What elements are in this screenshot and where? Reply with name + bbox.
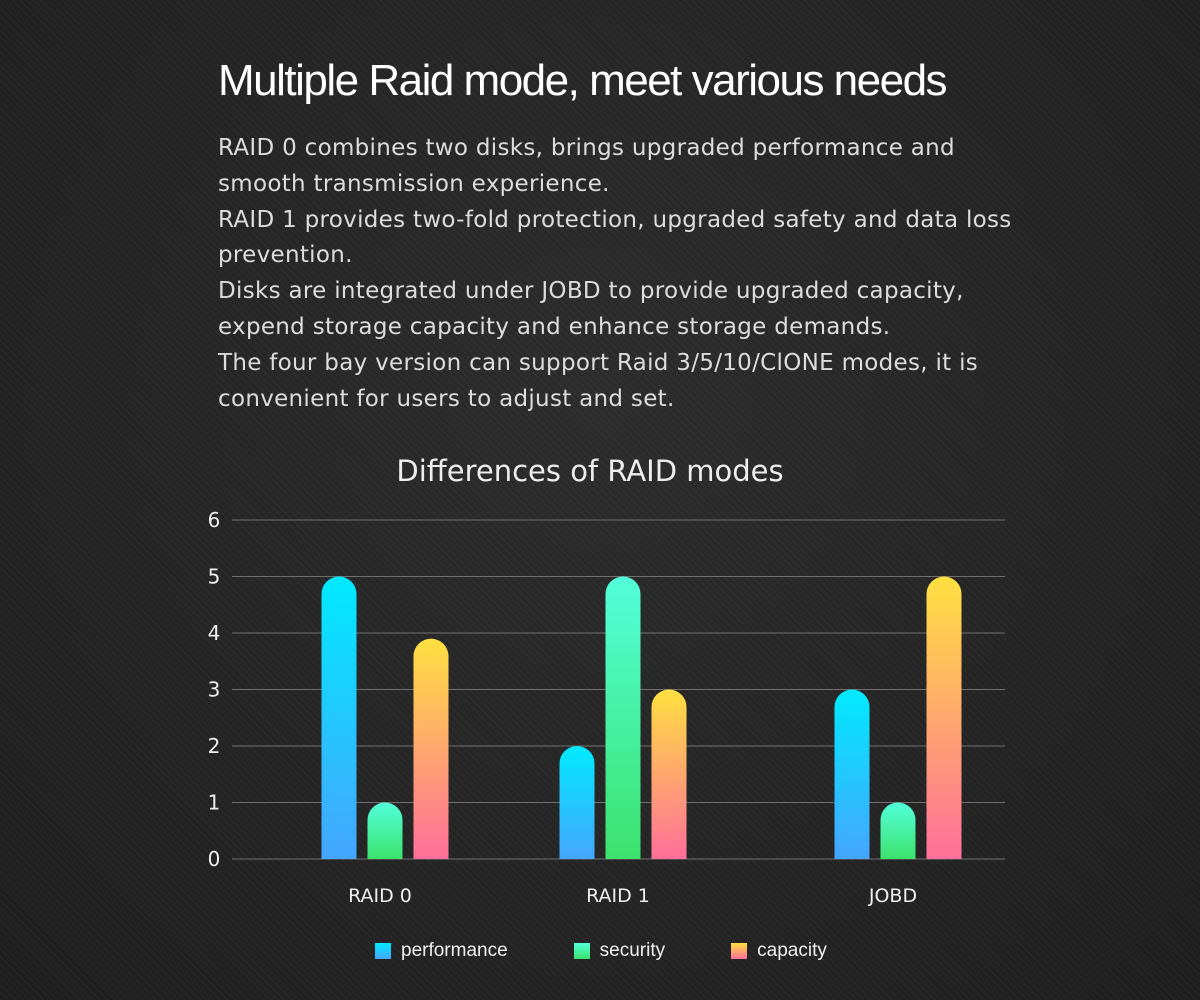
legend-swatch [731, 943, 748, 959]
y-tick-label: 5 [208, 565, 221, 589]
bar-jobd-security [880, 802, 916, 859]
y-tick-label: 3 [208, 678, 221, 702]
intro-paragraph-jobd: Disks are integrated under JOBD to provi… [218, 278, 964, 340]
chart-legend: performance security capacity [375, 940, 893, 962]
bar-jobd-capacity [926, 576, 962, 859]
intro-paragraph-raid0: RAID 0 combines two disks, brings upgrad… [218, 135, 955, 197]
bar-raid-1-capacity [651, 689, 687, 859]
intro-text: RAID 0 combines two disks, brings upgrad… [218, 131, 1018, 417]
bar-jobd-performance [834, 689, 870, 859]
legend-item-security: security [573, 940, 666, 962]
x-category-label: RAID 0 [348, 885, 412, 907]
y-tick-label: 6 [208, 508, 221, 532]
y-tick-label: 2 [208, 734, 221, 758]
chart-title: Differences of RAID modes [396, 454, 783, 488]
legend-swatch [375, 943, 391, 959]
page-headline: Multiple Raid mode, meet various needs [218, 56, 948, 105]
intro-paragraph-four-bay: The four bay version can support Raid 3/… [218, 349, 979, 412]
x-category-label: RAID 1 [586, 885, 650, 907]
x-category-label: JOBD [868, 885, 917, 907]
bar-raid-1-security [605, 576, 641, 859]
bar-raid-0-security [367, 802, 403, 859]
bar-raid-0-performance [321, 576, 357, 859]
legend-item-capacity: capacity [731, 940, 827, 962]
bar-raid-0-capacity [413, 638, 449, 859]
bar-raid-1-performance [559, 746, 595, 859]
y-tick-label: 0 [208, 847, 221, 871]
legend-label: security [599, 940, 666, 961]
intro-paragraph-raid1: RAID 1 provides two-fold protection, upg… [218, 206, 1012, 269]
legend-label: performance [401, 940, 508, 961]
y-tick-label: 1 [208, 791, 221, 815]
legend-label: capacity [757, 940, 827, 961]
y-tick-label: 4 [208, 621, 221, 645]
legend-swatch [573, 943, 590, 959]
legend-item-performance: performance [375, 940, 508, 962]
